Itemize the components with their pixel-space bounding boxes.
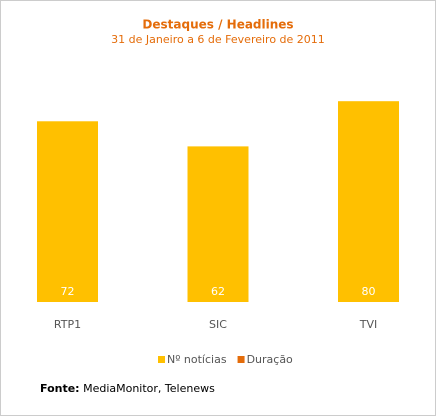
bar (187, 146, 249, 302)
value-label: 62 (211, 285, 225, 298)
x-tick-label: RTP1 (54, 318, 81, 331)
bar (338, 101, 399, 302)
bar (37, 121, 98, 302)
source-text: MediaMonitor, Telenews (83, 382, 215, 395)
legend-label: Nº notícias (167, 353, 227, 366)
legend-label: Duração (247, 353, 293, 366)
chart-subtitle: 31 de Janeiro a 6 de Fevereiro de 2011 (111, 33, 325, 46)
legend-swatch (158, 356, 165, 363)
value-label: 72 (61, 285, 75, 298)
source-label: Fonte: (40, 382, 80, 395)
x-tick-label: SIC (209, 318, 227, 331)
x-tick-label: TVI (359, 318, 378, 331)
value-label: 80 (362, 285, 376, 298)
chart-title: Destaques / Headlines (142, 18, 293, 32)
source: Fonte: MediaMonitor, Telenews (40, 382, 215, 395)
legend-swatch (237, 356, 245, 363)
